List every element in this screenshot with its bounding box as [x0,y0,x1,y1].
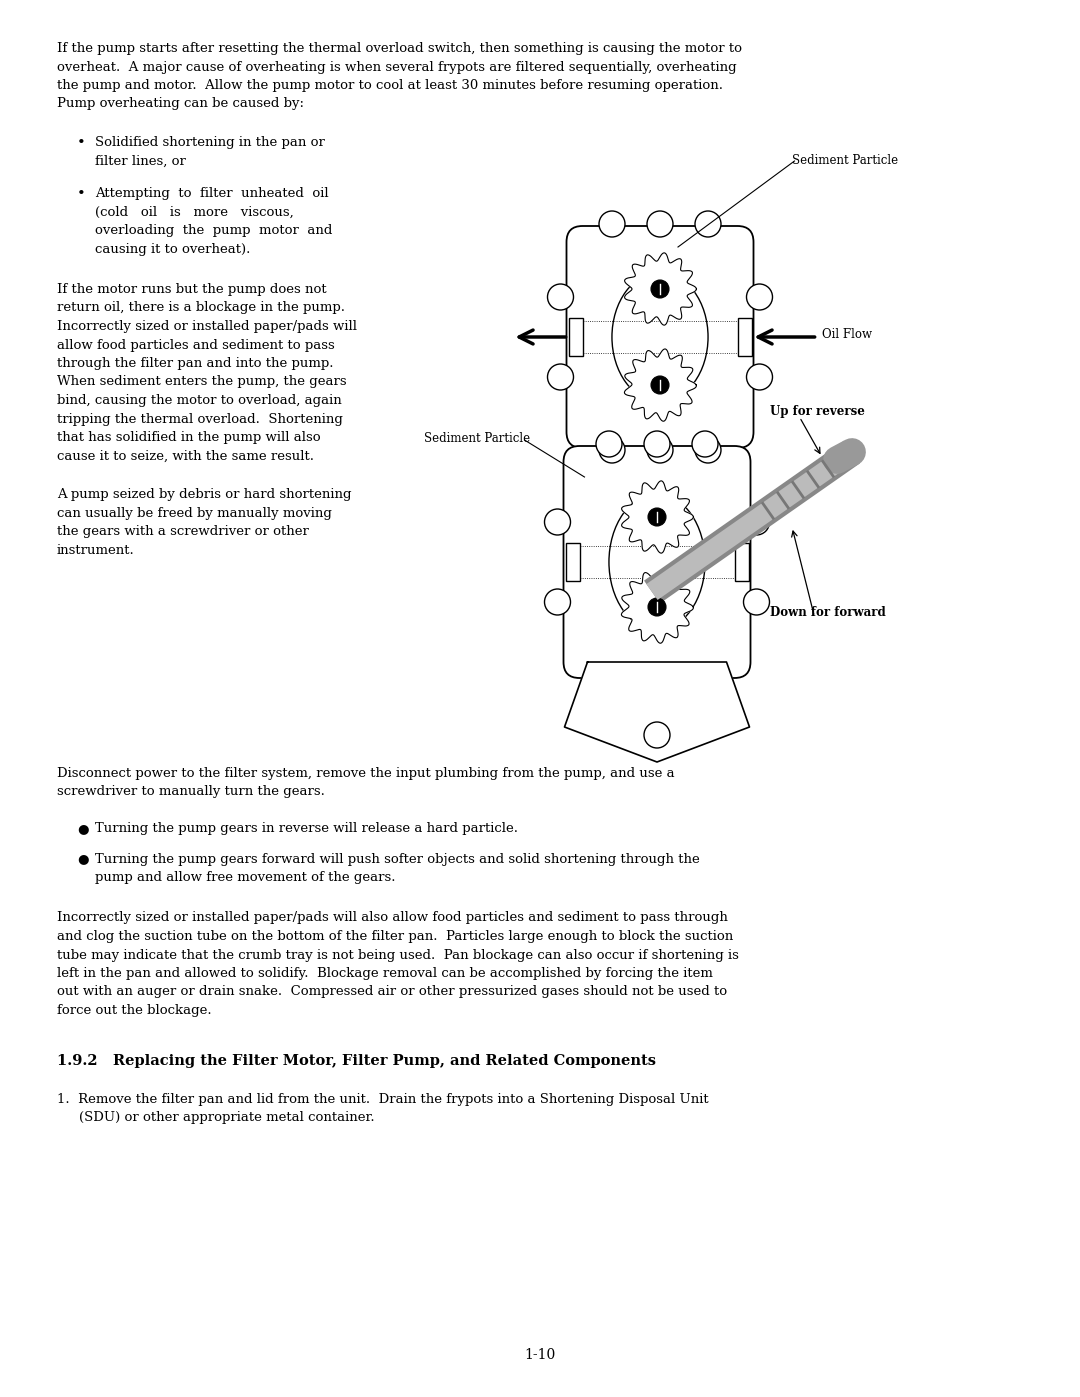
Text: tube may indicate that the crumb tray is not being used.  Pan blockage can also : tube may indicate that the crumb tray is… [57,949,739,961]
Polygon shape [565,662,750,761]
Text: Disconnect power to the filter system, remove the input plumbing from the pump, : Disconnect power to the filter system, r… [57,767,675,780]
Circle shape [696,437,721,462]
Ellipse shape [612,272,708,401]
Text: Oil Flow: Oil Flow [823,327,873,341]
Text: tripping the thermal overload.  Shortening: tripping the thermal overload. Shortenin… [57,412,342,426]
Circle shape [746,365,772,390]
Text: return oil, there is a blockage in the pump.: return oil, there is a blockage in the p… [57,302,345,314]
Text: and clog the suction tube on the bottom of the filter pan.  Particles large enou: and clog the suction tube on the bottom … [57,930,733,943]
Circle shape [647,437,673,462]
Polygon shape [624,349,697,422]
Text: can usually be freed by manually moving: can usually be freed by manually moving [57,507,332,520]
Text: When sediment enters the pump, the gears: When sediment enters the pump, the gears [57,376,347,388]
Text: Incorrectly sized or installed paper/pads will: Incorrectly sized or installed paper/pad… [57,320,357,332]
Circle shape [692,432,718,457]
Circle shape [648,509,666,527]
Circle shape [651,376,669,394]
Text: Sediment Particle: Sediment Particle [424,433,530,446]
Text: the pump and motor.  Allow the pump motor to cool at least 30 minutes before res: the pump and motor. Allow the pump motor… [57,80,723,92]
Text: out with an auger or drain snake.  Compressed air or other pressurized gases sho: out with an auger or drain snake. Compre… [57,985,727,999]
Circle shape [644,432,670,457]
Bar [738,319,752,356]
Circle shape [647,211,673,237]
Text: that has solidified in the pump will also: that has solidified in the pump will als… [57,432,321,444]
Text: filter lines, or: filter lines, or [95,155,186,168]
Text: If the motor runs but the pump does not: If the motor runs but the pump does not [57,284,326,296]
Text: A pump seized by debris or hard shortening: A pump seized by debris or hard shorteni… [57,488,351,502]
Text: 1.  Remove the filter pan and lid from the unit.  Drain the frypots into a Short: 1. Remove the filter pan and lid from th… [57,1092,708,1106]
Text: Up for reverse: Up for reverse [769,405,864,419]
Text: overloading  the  pump  motor  and: overloading the pump motor and [95,224,333,237]
Circle shape [548,284,573,310]
Text: Incorrectly sized or installed paper/pads will also allow food particles and sed: Incorrectly sized or installed paper/pad… [57,911,728,925]
Text: Down for forward: Down for forward [769,605,886,619]
Text: Turning the pump gears in reverse will release a hard particle.: Turning the pump gears in reverse will r… [95,821,518,835]
Text: screwdriver to manually turn the gears.: screwdriver to manually turn the gears. [57,785,325,799]
Circle shape [696,211,721,237]
FancyBboxPatch shape [564,446,751,678]
Circle shape [746,284,772,310]
Text: Turning the pump gears forward will push softer objects and solid shortening thr: Turning the pump gears forward will push… [95,852,700,866]
Text: allow food particles and sediment to pass: allow food particles and sediment to pas… [57,338,335,352]
Text: the gears with a screwdriver or other: the gears with a screwdriver or other [57,525,309,538]
Text: instrument.: instrument. [57,543,135,556]
Text: left in the pan and allowed to solidify.  Blockage removal can be accomplished b: left in the pan and allowed to solidify.… [57,967,713,981]
Polygon shape [624,253,697,326]
Ellipse shape [609,495,705,630]
Text: (SDU) or other appropriate metal container.: (SDU) or other appropriate metal contain… [79,1112,375,1125]
Text: If the pump starts after resetting the thermal overload switch, then something i: If the pump starts after resetting the t… [57,42,742,54]
Text: force out the blockage.: force out the blockage. [57,1004,212,1017]
Text: cause it to seize, with the same result.: cause it to seize, with the same result. [57,450,314,462]
Text: ●: ● [77,852,89,866]
Circle shape [596,432,622,457]
Circle shape [544,509,570,535]
Circle shape [743,590,769,615]
Circle shape [648,598,666,616]
Text: ●: ● [77,821,89,835]
Circle shape [548,365,573,390]
Text: overheat.  A major cause of overheating is when several frypots are filtered seq: overheat. A major cause of overheating i… [57,60,737,74]
Text: causing it to overheat).: causing it to overheat). [95,243,251,256]
Text: (cold   oil   is   more   viscous,: (cold oil is more viscous, [95,205,294,218]
Text: bind, causing the motor to overload, again: bind, causing the motor to overload, aga… [57,394,341,407]
Circle shape [599,437,625,462]
Text: Attempting  to  filter  unheated  oil: Attempting to filter unheated oil [95,187,328,200]
Text: Pump overheating can be caused by:: Pump overheating can be caused by: [57,98,303,110]
Text: through the filter pan and into the pump.: through the filter pan and into the pump… [57,358,334,370]
Text: Solidified shortening in the pan or: Solidified shortening in the pan or [95,136,325,149]
FancyBboxPatch shape [567,226,754,448]
Text: Sediment Particle: Sediment Particle [793,155,899,168]
Text: •: • [77,187,85,201]
Circle shape [644,722,670,747]
Circle shape [743,509,769,535]
Text: pump and allow free movement of the gears.: pump and allow free movement of the gear… [95,870,395,884]
Text: 1.9.2   Replacing the Filter Motor, Filter Pump, and Related Components: 1.9.2 Replacing the Filter Motor, Filter… [57,1055,656,1069]
Circle shape [651,279,669,298]
Bar [566,543,580,581]
Polygon shape [622,481,693,553]
Text: 1-10: 1-10 [525,1348,555,1362]
Bar [568,319,582,356]
Text: •: • [77,136,85,149]
Polygon shape [621,571,693,643]
Circle shape [544,590,570,615]
Bar [734,543,748,581]
Circle shape [599,211,625,237]
